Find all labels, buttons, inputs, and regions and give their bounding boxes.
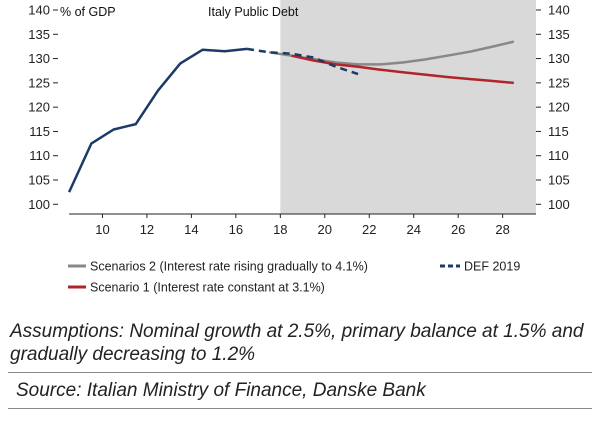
y-tick-label-left: 115 [29,124,50,139]
x-tick-label: 24 [406,222,420,237]
y-tick-label-left: 120 [28,100,50,115]
y-tick-label-left: 125 [28,75,50,90]
y-tick-label-left: 100 [28,197,50,212]
x-tick-label: 16 [229,222,243,237]
x-tick-label: 14 [184,222,198,237]
chart-title: Italy Public Debt [208,5,299,19]
y-tick-label-right: 140 [548,3,570,18]
legend-label-scenario1: Scenario 1 (Interest rate constant at 3.… [90,281,325,295]
y-tick-label-left: 105 [28,173,50,188]
y-tick-label-right: 115 [548,124,569,139]
legend-label-def: DEF 2019 [464,260,520,274]
divider [8,408,592,409]
y-tick-label-left: 110 [29,148,50,163]
debt-chart: 100 105 110 115 120 125 130 135 140 100 105 110 115… [28,0,570,295]
y-tick-label-left: 135 [28,27,50,42]
y-tick-label-left: 130 [28,51,50,66]
def-2019-line [246,47,359,76]
x-tick-label: 20 [318,222,332,237]
x-tick-label: 28 [495,222,509,237]
y-tick-label-left: 140 [28,3,50,18]
assumptions-note: Assumptions: Nominal growth at 2.5%, pri… [10,321,584,365]
x-tick-label: 26 [451,222,465,237]
x-tick-label: 10 [95,222,109,237]
y-tick-label-right: 120 [548,100,570,115]
scenario-1-line [291,54,514,85]
y-tick-label-right: 105 [548,173,570,188]
x-tick-label: 22 [362,222,376,237]
y-tick-label-right: 125 [548,75,570,90]
historical-line [67,47,248,193]
y-tick-label-right: 135 [548,27,570,42]
y-axis-label: % of GDP [60,5,116,19]
x-tick-label: 18 [273,222,287,237]
y-tick-label-right: 100 [548,197,570,212]
source-note: Source: Italian Ministry of Finance, Dan… [16,380,426,401]
y-tick-label-right: 130 [548,51,570,66]
x-tick-label: 12 [140,222,154,237]
legend-label-scenario2: Scenarios 2 (Interest rate rising gradua… [90,260,368,274]
y-tick-label-right: 110 [548,148,569,163]
divider [8,372,592,373]
forecast-shading [280,0,536,214]
